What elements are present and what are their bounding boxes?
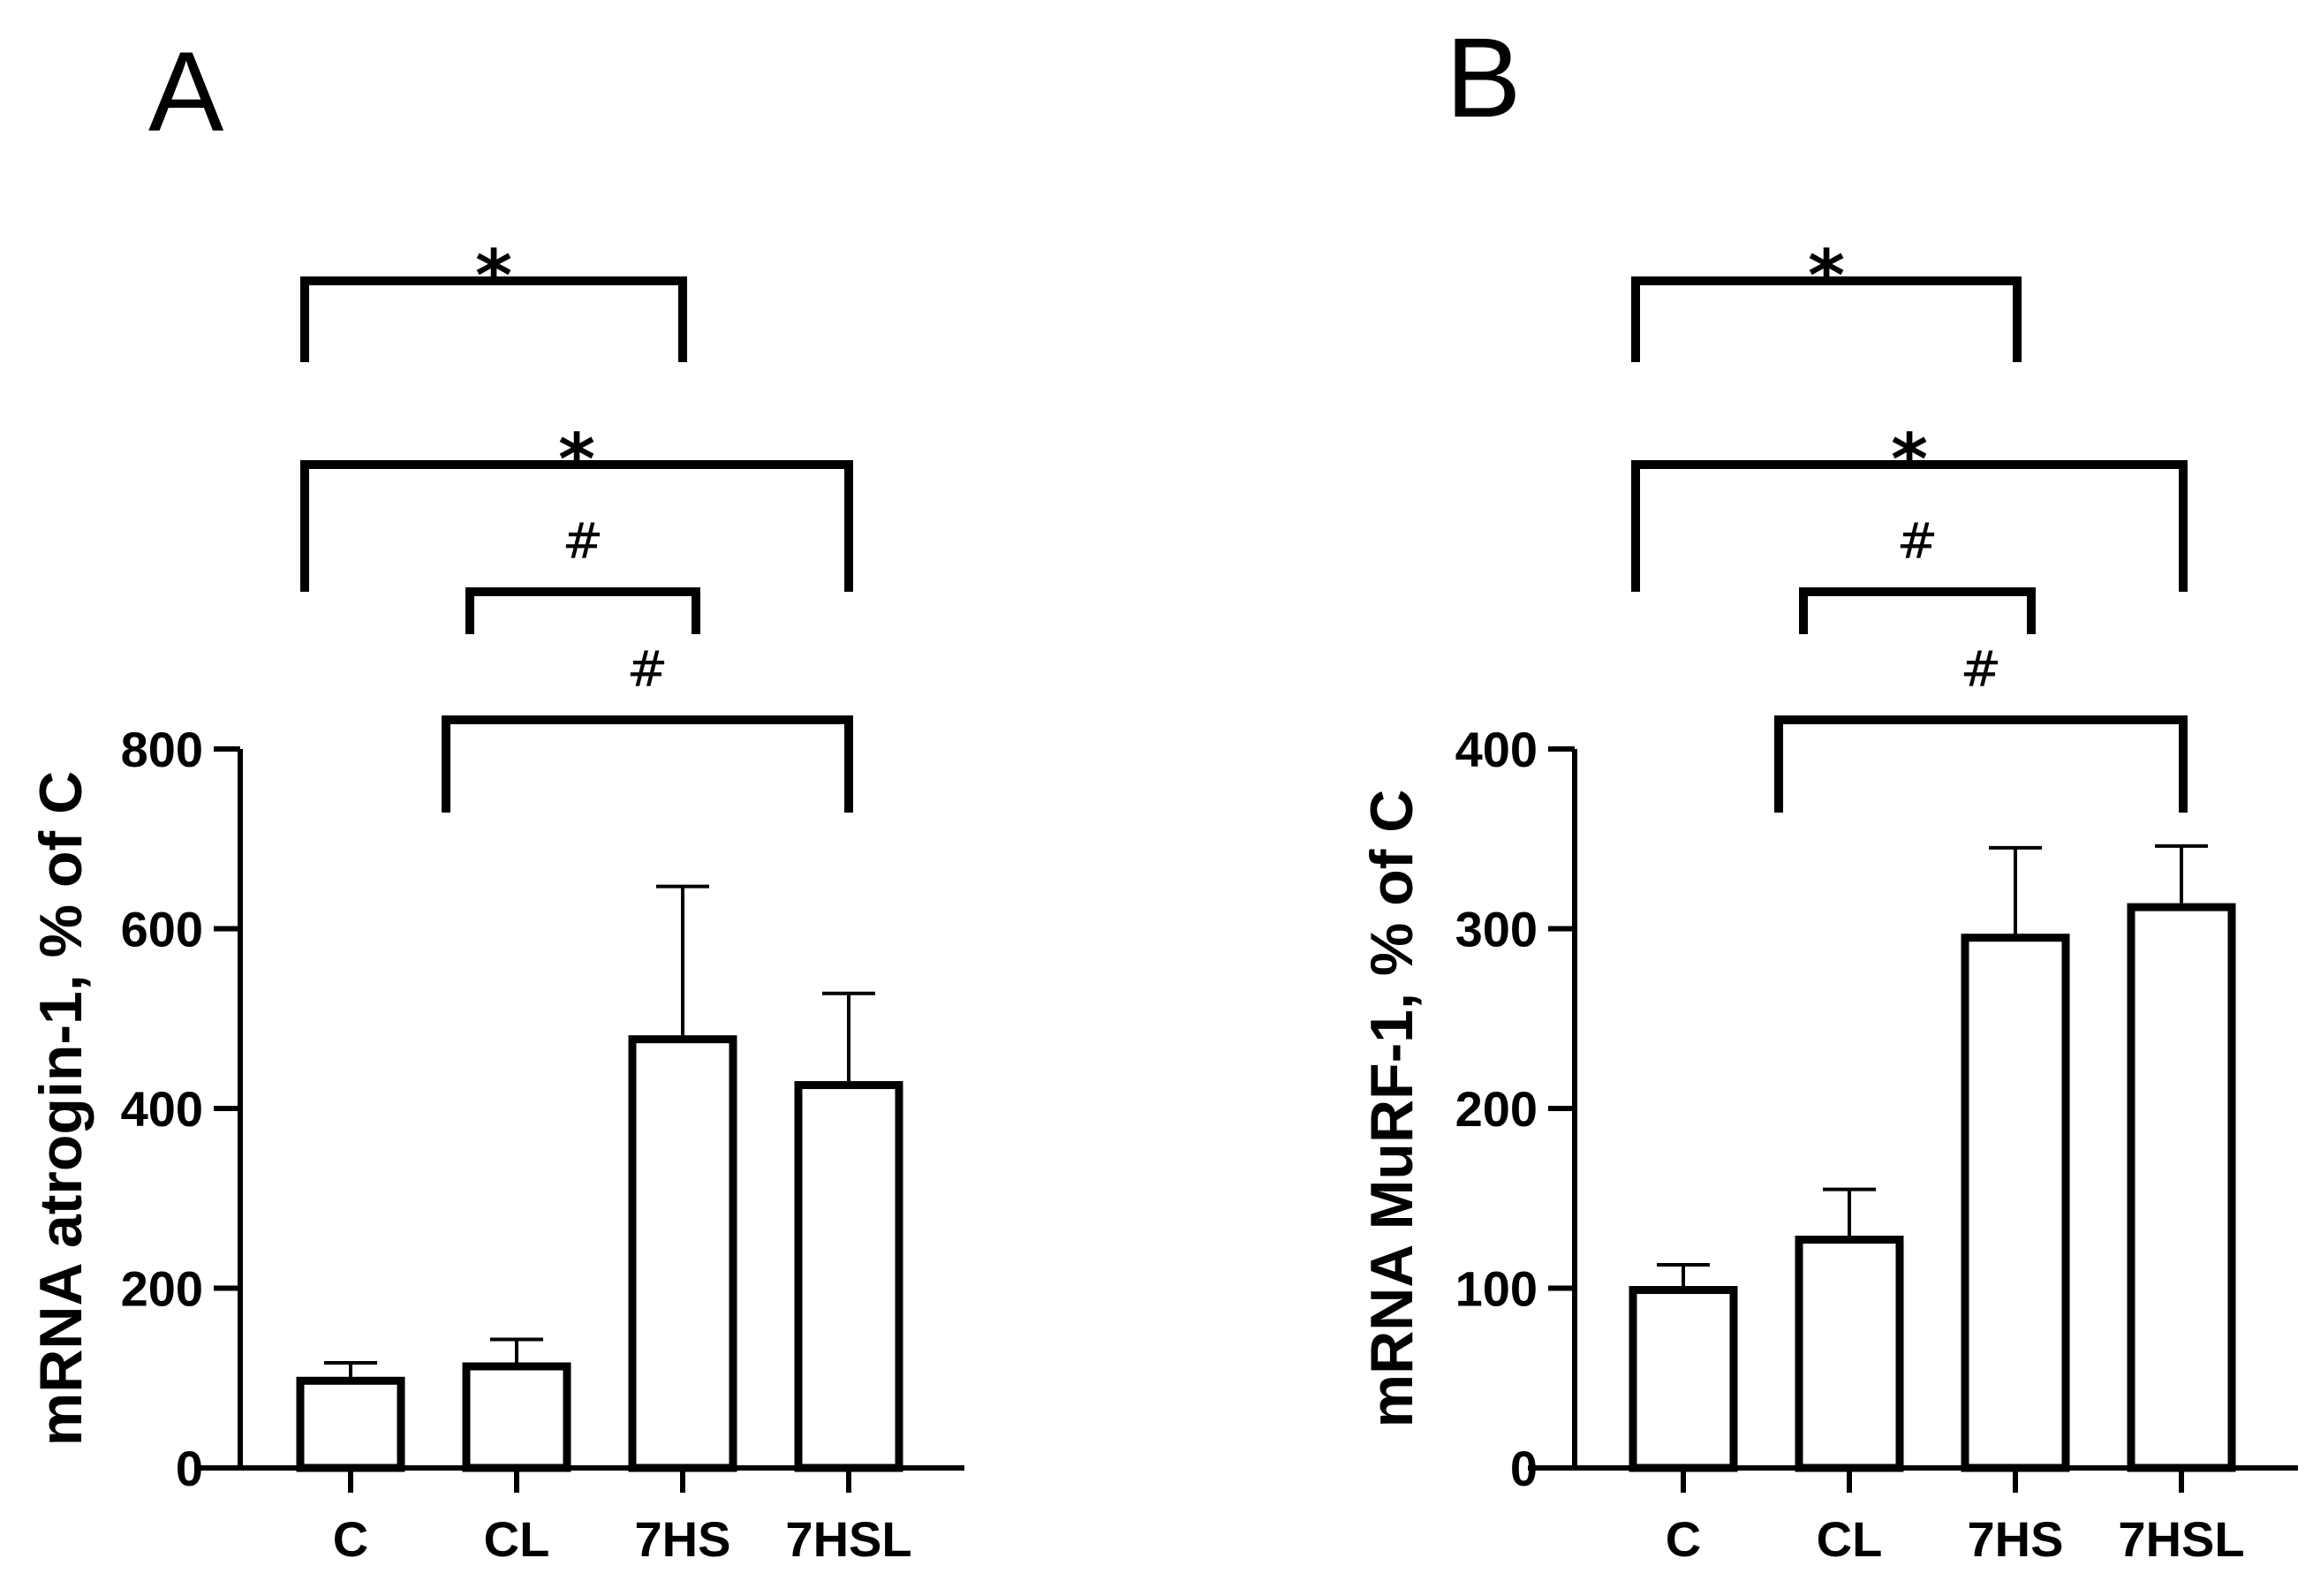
x-tick-label-7HSL: 7HSL (2118, 1511, 2244, 1567)
panel-letter-a: A (148, 29, 224, 155)
significance-bracket-CL-vs-7HSL (442, 715, 853, 813)
significance-bracket-C-vs-7HSL (1631, 460, 2188, 592)
x-tick-label-7HS: 7HS (635, 1511, 731, 1567)
panel-b: B mRNA MuRF-1, % of C 0 100 200 300 400 C CL 7H… (1358, 15, 2298, 1567)
x-tick-label-CL: CL (1817, 1511, 1883, 1567)
x-tick-label-CL: CL (484, 1511, 550, 1567)
bar-C (296, 1376, 405, 1472)
x-tick-label-C: C (1666, 1511, 1701, 1567)
significance-symbol-star: * (558, 419, 595, 501)
bar-7HS (628, 1035, 737, 1472)
y-tick-label-800: 800 (121, 722, 203, 777)
y-tick-label-200: 200 (121, 1261, 203, 1317)
significance-bracket-CL-vs-7HS (1799, 587, 2036, 634)
bar-CL (462, 1362, 571, 1472)
panel-a: A mRNA atrogin-1, % of C 0 200 400 600 800 C C… (27, 29, 964, 1567)
significance-symbol-star: * (1891, 419, 1928, 501)
y-tick-label-100: 100 (1455, 1261, 1538, 1317)
y-tick-label-200: 200 (1455, 1081, 1538, 1137)
significance-bracket-C-vs-7HSL (300, 460, 853, 592)
significance-bracket-C-vs-7HS (300, 276, 687, 362)
y-tick-label-600: 600 (121, 902, 203, 957)
y-tick-label-300: 300 (1455, 902, 1538, 957)
y-tick-label-0: 0 (176, 1441, 203, 1496)
significance-symbol-hash: # (1961, 641, 2002, 699)
y-axis-title-b: mRNA MuRF-1, % of C (1358, 790, 1425, 1428)
significance-symbol-star: * (1808, 235, 1845, 317)
bar-C (1629, 1286, 1738, 1472)
plot-area-a: 0 200 400 600 800 C CL 7HS 7HSL * * # # (121, 235, 964, 1567)
bar-7HSL (2127, 903, 2236, 1472)
bar-CL (1795, 1236, 1904, 1472)
y-tick-label-400: 400 (1455, 722, 1538, 777)
y-axis-title-a: mRNA atrogin-1, % of C (27, 771, 94, 1446)
bar-7HSL (794, 1081, 903, 1472)
panel-letter-b: B (1446, 15, 1521, 141)
significance-symbol-hash: # (627, 641, 669, 699)
bar-7HS (1961, 934, 2070, 1472)
significance-bracket-C-vs-7HS (1631, 276, 2022, 362)
y-tick-label-0: 0 (1510, 1441, 1538, 1496)
significance-symbol-hash: # (1897, 513, 1939, 571)
plot-area-b: 0 100 200 300 400 C CL 7HS 7HSL * * # # (1455, 235, 2298, 1567)
significance-symbol-star: * (475, 235, 512, 317)
significance-symbol-hash: # (563, 513, 604, 571)
x-tick-label-7HSL: 7HSL (785, 1511, 911, 1567)
x-tick-label-C: C (333, 1511, 368, 1567)
y-tick-label-400: 400 (121, 1081, 203, 1137)
significance-bracket-CL-vs-7HSL (1774, 715, 2188, 813)
significance-bracket-CL-vs-7HS (465, 587, 700, 634)
x-tick-label-7HS: 7HS (1968, 1511, 2064, 1567)
